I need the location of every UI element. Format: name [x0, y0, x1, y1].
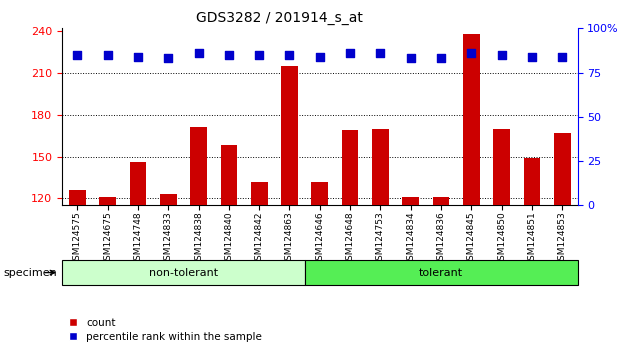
Bar [342, 130, 358, 354]
Point [284, 52, 294, 58]
Bar [69, 190, 86, 354]
Point [163, 56, 173, 61]
Point [345, 50, 355, 56]
Bar [312, 182, 328, 354]
Bar [372, 129, 389, 354]
Bar [463, 34, 480, 354]
Point [72, 52, 82, 58]
Bar [524, 158, 540, 354]
Bar [281, 66, 298, 354]
Bar [220, 145, 237, 354]
Point [254, 52, 264, 58]
Point [376, 50, 386, 56]
Point [194, 50, 204, 56]
Bar [160, 194, 176, 354]
Point [466, 50, 476, 56]
Point [527, 54, 537, 59]
Bar [402, 197, 419, 354]
Text: tolerant: tolerant [419, 268, 463, 278]
Bar [554, 133, 571, 354]
Bar [99, 197, 116, 354]
Text: non-tolerant: non-tolerant [149, 268, 218, 278]
Point [406, 56, 415, 61]
Legend: count, percentile rank within the sample: count, percentile rank within the sample [67, 318, 262, 342]
Bar [130, 162, 146, 354]
Point [224, 52, 234, 58]
Point [497, 52, 507, 58]
Point [315, 54, 325, 59]
Point [133, 54, 143, 59]
Bar [494, 129, 510, 354]
Point [558, 54, 568, 59]
Point [102, 52, 112, 58]
Text: GDS3282 / 201914_s_at: GDS3282 / 201914_s_at [196, 11, 363, 25]
Bar [251, 182, 268, 354]
Bar [433, 197, 450, 354]
Bar [190, 127, 207, 354]
Text: specimen: specimen [3, 268, 57, 278]
Point [436, 56, 446, 61]
